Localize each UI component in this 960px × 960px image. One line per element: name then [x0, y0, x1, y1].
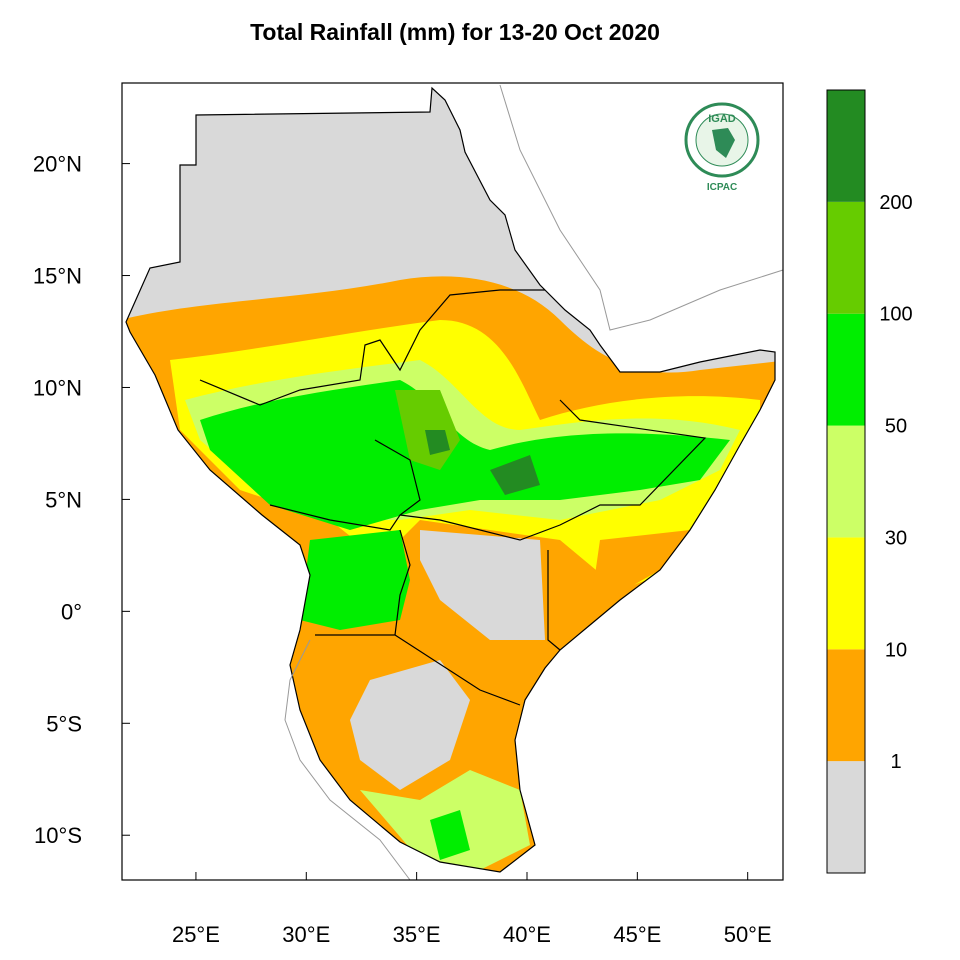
rain-200-plus-2	[425, 430, 450, 455]
colorbar-label: 10	[885, 639, 907, 661]
y-tick-label: 20°N	[33, 152, 82, 177]
colorbar-bin	[827, 313, 865, 426]
border-uganda	[394, 529, 411, 636]
dry-tanzania	[350, 660, 470, 790]
y-tick-label: 10°S	[34, 823, 82, 848]
rain-50-100-lake	[300, 530, 410, 630]
colorbar-label: 30	[885, 527, 907, 549]
colorbar-bin	[827, 201, 865, 314]
logo-top: IGAD	[708, 113, 736, 125]
y-tick-label: 10°N	[33, 375, 82, 400]
colorbar: 1 10 30 50 100 200	[826, 89, 913, 874]
rain-somalia	[590, 530, 690, 610]
colorbar-bin	[827, 90, 865, 202]
x-tick-label: 40°E	[503, 922, 551, 947]
rain-50-100	[200, 380, 730, 530]
rain-south-green	[430, 810, 470, 860]
title: Total Rainfall (mm) for 13-20 Oct 2020	[250, 19, 660, 45]
coastline-neighbors	[499, 84, 784, 331]
y-tick-label: 5°S	[46, 711, 82, 736]
dry-kenya	[420, 530, 545, 640]
colorbar-bin	[827, 649, 865, 762]
border-tanzania	[315, 634, 521, 706]
border-sudan	[199, 289, 545, 406]
colorbar-frame	[826, 89, 866, 874]
coastline-lake	[284, 639, 411, 881]
colorbar-label: 1	[890, 751, 901, 773]
axes: 25°E 30°E 35°E 40°E 45°E 50°E 20°N 15°N 10°N 5°N 0…	[33, 152, 772, 947]
x-tick-label: 35°E	[393, 922, 441, 947]
colorbar-bin	[827, 537, 865, 650]
colorbar-bin	[827, 761, 865, 873]
border-ethiopia	[399, 399, 707, 541]
y-tick-label: 15°N	[33, 264, 82, 289]
colorbar-bin	[827, 425, 865, 538]
rain-200-plus	[490, 455, 540, 495]
colorbar-label: 100	[879, 304, 912, 326]
logo-africa	[712, 128, 735, 158]
x-tick-label: 30°E	[282, 922, 330, 947]
borders	[125, 84, 784, 881]
x-tick-label: 25°E	[172, 922, 220, 947]
logo: IGAD ICPAC	[684, 102, 760, 193]
logo-bottom: ICPAC	[707, 182, 737, 193]
colorbar-label: 50	[885, 416, 907, 438]
x-tick-label: 50°E	[724, 922, 772, 947]
rainfall-field	[126, 88, 775, 872]
y-tick-label: 5°N	[45, 487, 82, 512]
colorbar-label: 200	[879, 192, 912, 214]
x-tick-label: 45°E	[613, 922, 661, 947]
y-tick-label: 0°	[61, 599, 82, 624]
map-frame	[121, 82, 784, 881]
border-kenya-somalia	[547, 550, 561, 651]
